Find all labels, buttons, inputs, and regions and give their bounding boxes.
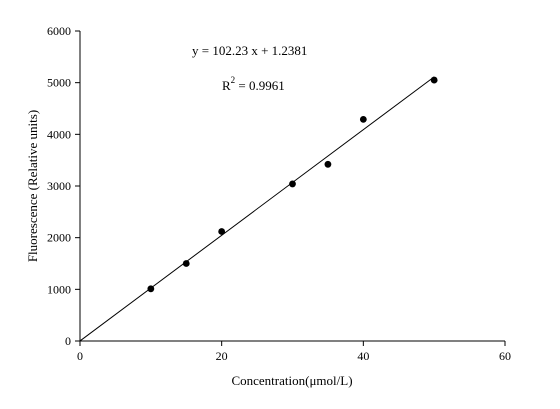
data-points (147, 76, 438, 293)
x-tick-label: 60 (499, 349, 511, 363)
fit-line (79, 76, 435, 342)
r-squared-superscript: 2 (231, 75, 236, 85)
y-tick-label: 6000 (47, 24, 71, 38)
x-ticks: 0 20 40 60 (77, 341, 511, 363)
data-point (430, 76, 438, 84)
data-point (147, 285, 155, 293)
y-ticks: 0 1000 2000 3000 4000 5000 6000 (47, 24, 80, 348)
r-squared-prefix: R (222, 78, 231, 93)
x-tick-label: 0 (77, 349, 83, 363)
y-tick-label: 2000 (47, 231, 71, 245)
x-tick-label: 20 (216, 349, 228, 363)
y-tick-label: 0 (65, 334, 71, 348)
y-tick-label: 5000 (47, 76, 71, 90)
equation-label: y = 102.23 x + 1.2381 (192, 43, 307, 58)
y-tick-label: 3000 (47, 179, 71, 193)
data-point (182, 260, 190, 267)
data-point (289, 180, 296, 188)
data-point (324, 160, 332, 168)
r-squared-value: = 0.9961 (235, 78, 285, 93)
y-axis-title: Fluorescence (Relative units) (25, 110, 40, 262)
x-tick-label: 40 (357, 349, 369, 363)
r-squared-label: R2 = 0.9961 (222, 75, 285, 93)
data-point (218, 228, 226, 235)
data-point (359, 115, 367, 123)
x-axis-title: Concentration(μmol/L) (231, 373, 352, 388)
y-tick-label: 4000 (47, 127, 71, 141)
y-tick-label: 1000 (47, 282, 71, 296)
